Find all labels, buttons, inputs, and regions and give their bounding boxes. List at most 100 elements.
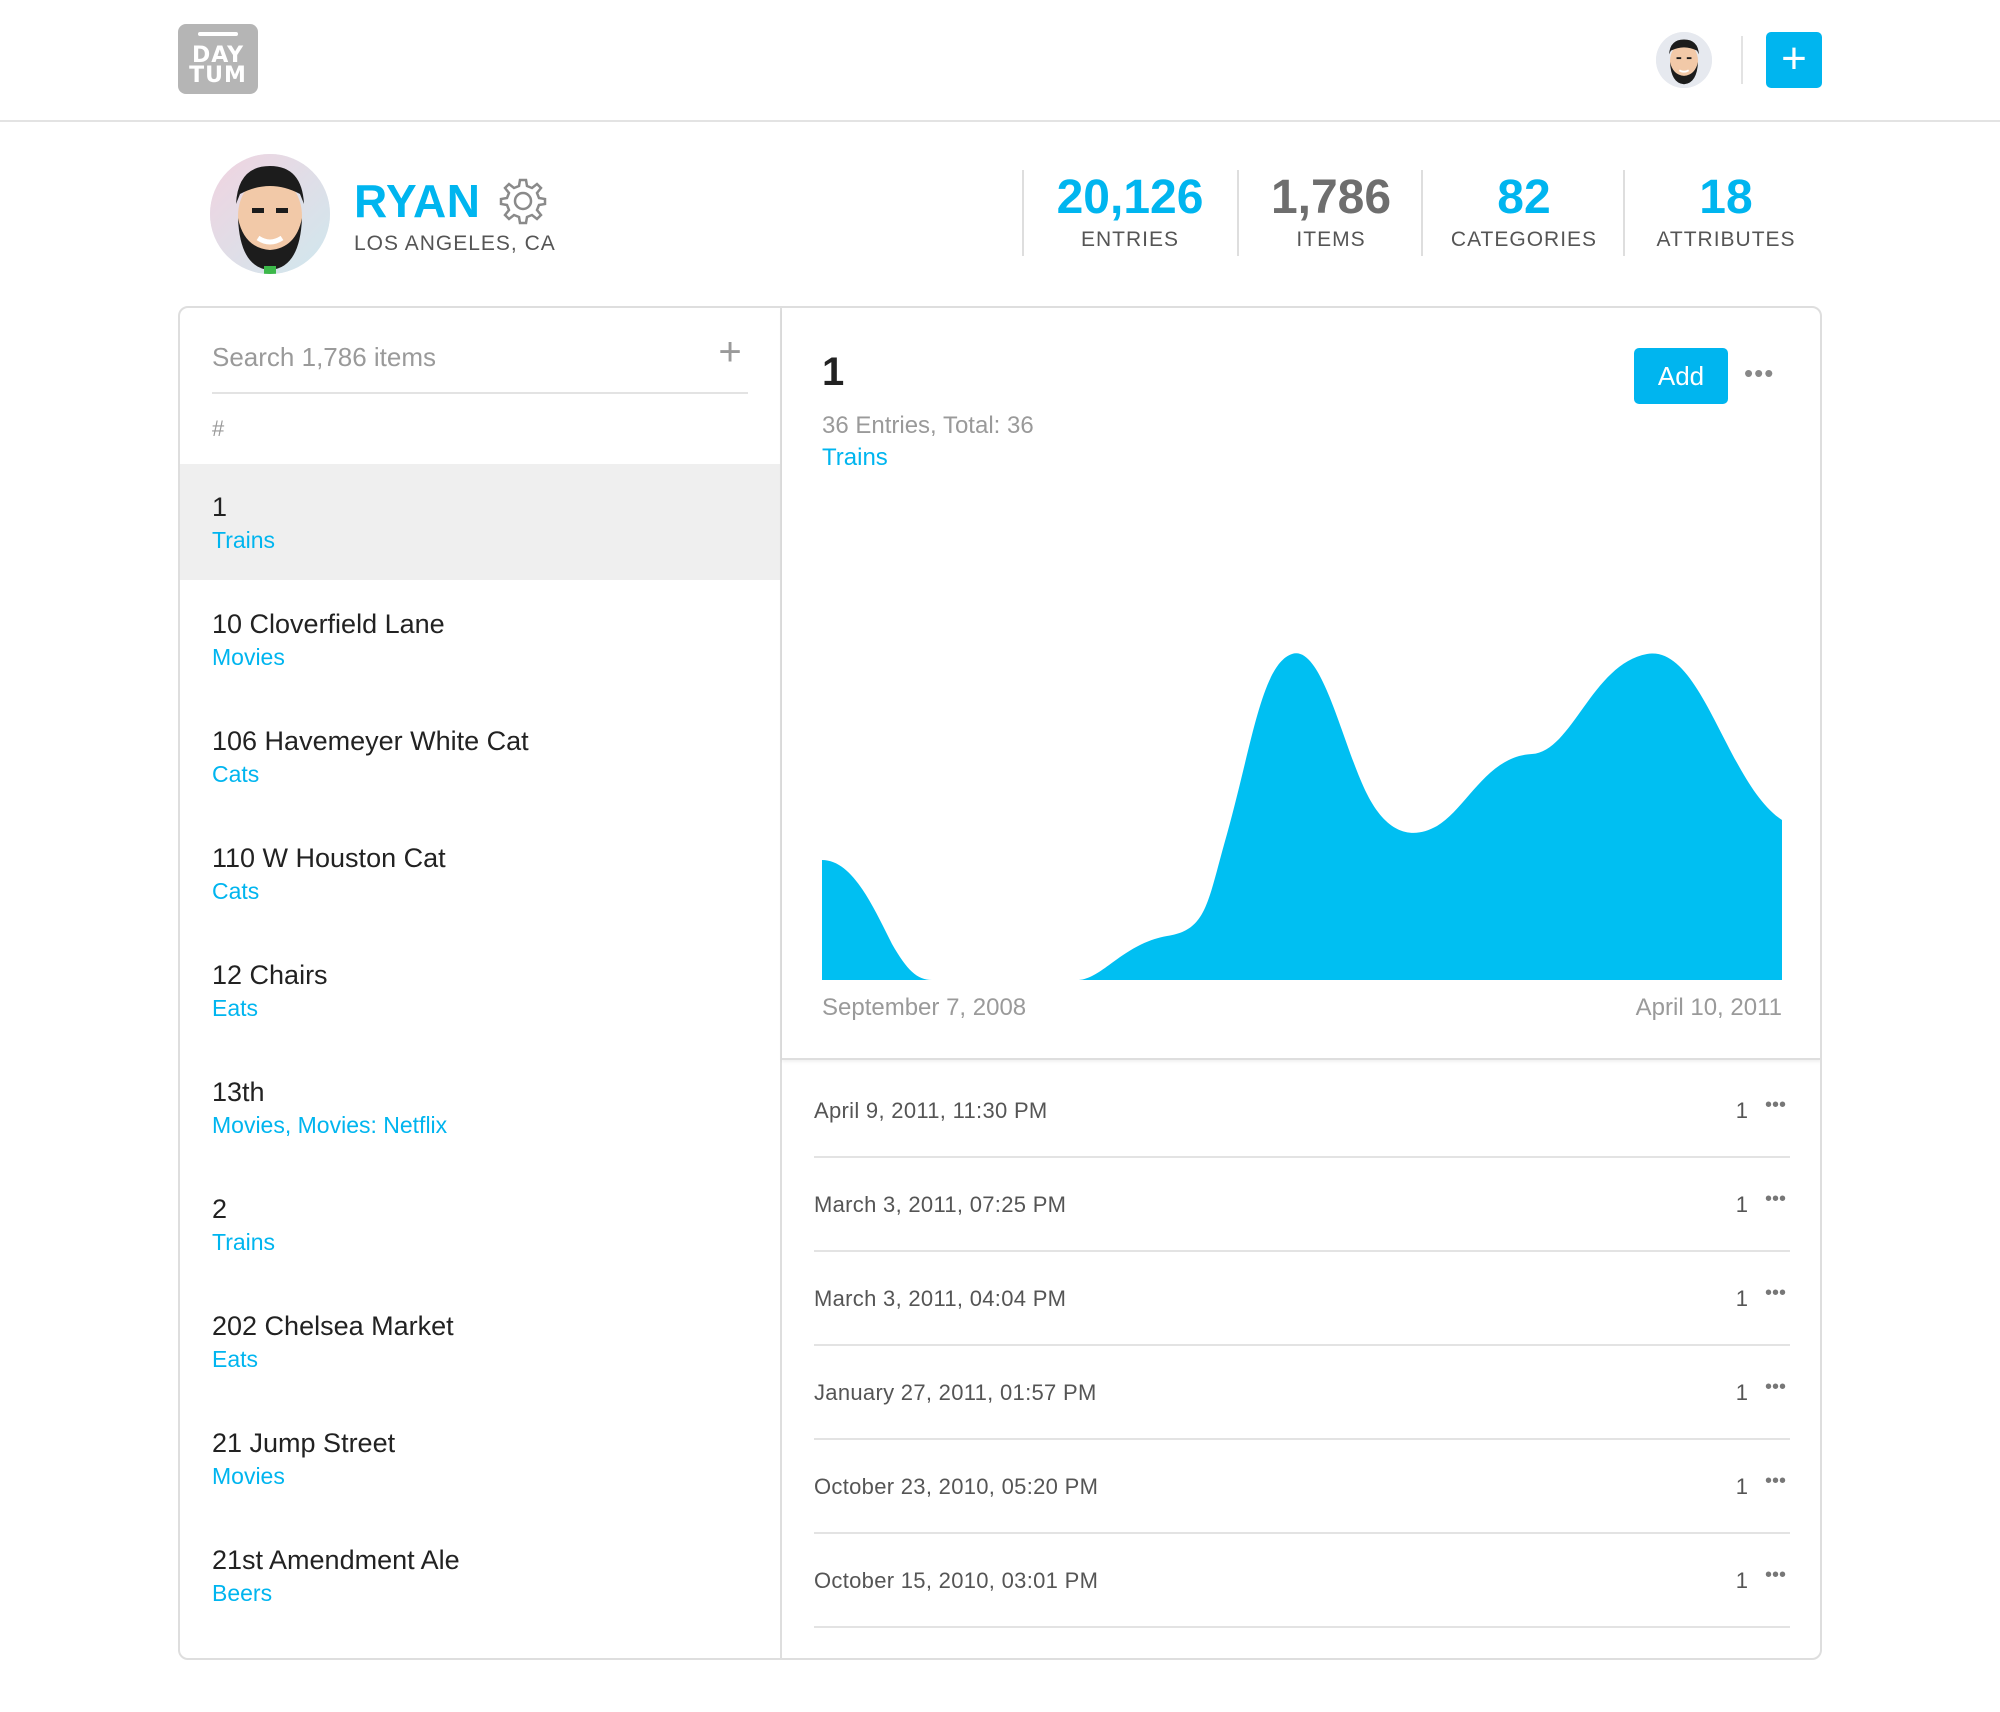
- entry-value: 1: [1735, 1474, 1748, 1499]
- stat-divider: [1421, 170, 1423, 256]
- list-item[interactable]: 110 W Houston Cat Cats: [180, 815, 780, 931]
- entry-value: 1: [1735, 1568, 1748, 1593]
- settings-gear-icon[interactable]: [498, 176, 548, 226]
- entry-row[interactable]: March 3, 2011, 07:25 PM 1 •••: [814, 1158, 1790, 1252]
- item-detail: 1 36 Entries, Total: 36 Trains Add ••• S…: [782, 308, 1820, 1658]
- stat-value: 18: [1699, 171, 1753, 224]
- list-item-category[interactable]: Movies: [212, 1463, 285, 1489]
- search-input[interactable]: [212, 332, 692, 382]
- entry-more-icon[interactable]: •••: [1764, 1282, 1786, 1304]
- logo-bar: [198, 32, 238, 36]
- list-item[interactable]: 13th Movies, Movies: Netflix: [180, 1049, 780, 1165]
- entry-date: January 27, 2011, 01:57 PM: [814, 1380, 1097, 1405]
- list-item-category[interactable]: Trains: [212, 1229, 276, 1255]
- stat-label: CATEGORIES: [1450, 228, 1598, 251]
- stat-label: ATTRIBUTES: [1656, 228, 1796, 251]
- top-bar: DAY TUM +: [0, 0, 2000, 122]
- entry-row[interactable]: October 15, 2010, 03:01 PM 1 •••: [814, 1534, 1790, 1628]
- entry-value: 1: [1735, 1286, 1748, 1311]
- stat-value: 82: [1497, 171, 1551, 224]
- list-item-title: 2: [212, 1194, 228, 1224]
- profile-face-icon: [210, 154, 330, 274]
- list-item[interactable]: 21st Amendment Ale Beers: [180, 1517, 780, 1633]
- stat-divider: [1022, 170, 1024, 256]
- daytum-logo[interactable]: DAY TUM: [178, 24, 258, 94]
- entry-more-icon[interactable]: •••: [1764, 1094, 1786, 1116]
- list-item-title: 12 Chairs: [212, 960, 328, 990]
- chart-area-path: [822, 653, 1782, 980]
- entry-row[interactable]: January 27, 2011, 01:57 PM 1 •••: [814, 1346, 1790, 1440]
- stat-value: 20,126: [1056, 171, 1204, 224]
- item-list-sidebar: + # 1 Trains 10 Cloverfield Lane Movies …: [180, 308, 782, 1658]
- entries-area-chart-shape: [822, 653, 1782, 980]
- stat-divider: [1237, 170, 1239, 256]
- entry-value: 1: [1735, 1098, 1748, 1123]
- list-item-title: 13th: [212, 1077, 265, 1107]
- list-item[interactable]: 2 Trains: [180, 1166, 780, 1282]
- section-header: #: [212, 416, 225, 441]
- stat-items: 1,786 ITEMS: [1256, 170, 1406, 252]
- profile-location: LOS ANGELES, CA: [354, 232, 556, 255]
- add-button[interactable]: Add: [1634, 348, 1728, 404]
- add-item-icon[interactable]: +: [718, 330, 742, 374]
- profile-avatar: [210, 154, 330, 274]
- entry-row[interactable]: October 23, 2010, 05:20 PM 1 •••: [814, 1440, 1790, 1534]
- list-item[interactable]: 202 Chelsea Market Eats: [180, 1283, 780, 1399]
- entry-value: 1: [1735, 1380, 1748, 1405]
- entry-more-icon[interactable]: •••: [1764, 1470, 1786, 1492]
- list-item-title: 110 W Houston Cat: [212, 843, 446, 873]
- stat-value: 1,786: [1270, 171, 1392, 224]
- list-item-category[interactable]: Trains: [212, 527, 276, 553]
- item-chart-card: 1 36 Entries, Total: 36 Trains Add ••• S…: [782, 308, 1820, 1060]
- item-detail-category[interactable]: Trains: [822, 444, 888, 471]
- entry-row[interactable]: March 3, 2011, 04:04 PM 1 •••: [814, 1252, 1790, 1346]
- entry-row[interactable]: April 9, 2011, 11:30 PM 1 •••: [814, 1064, 1790, 1158]
- list-item-title: 21 Jump Street: [212, 1428, 396, 1458]
- stat-entries: 20,126 ENTRIES: [1044, 170, 1216, 252]
- entry-date: March 3, 2011, 04:04 PM: [814, 1286, 1067, 1311]
- list-item[interactable]: 21 Jump Street Movies: [180, 1400, 780, 1516]
- list-item-title: 1: [212, 492, 228, 522]
- list-item[interactable]: 10 Cloverfield Lane Movies: [180, 581, 780, 697]
- entry-value: 1: [1735, 1192, 1748, 1217]
- list-item-category[interactable]: Movies: [212, 644, 285, 670]
- list-item-category[interactable]: Eats: [212, 995, 259, 1021]
- list-item-title: 21st Amendment Ale: [212, 1545, 460, 1575]
- list-item-category[interactable]: Beers: [212, 1580, 273, 1606]
- list-item[interactable]: 106 Havemeyer White Cat Cats: [180, 698, 780, 814]
- stat-divider: [1623, 170, 1625, 256]
- more-options-icon[interactable]: •••: [1744, 358, 1775, 388]
- entry-more-icon[interactable]: •••: [1764, 1188, 1786, 1210]
- header-divider: [1741, 36, 1743, 84]
- stat-label: ITEMS: [1296, 228, 1366, 251]
- entry-date: March 3, 2011, 07:25 PM: [814, 1192, 1067, 1217]
- chart-start-date: September 7, 2008: [822, 994, 1027, 1021]
- list-item-category[interactable]: Eats: [212, 1346, 259, 1372]
- list-item-title: 106 Havemeyer White Cat: [212, 726, 529, 756]
- entry-more-icon[interactable]: •••: [1764, 1376, 1786, 1398]
- list-item-category[interactable]: Movies, Movies: Netflix: [212, 1112, 448, 1138]
- stat-attributes: 18 ATTRIBUTES: [1646, 170, 1806, 252]
- list-item-category[interactable]: Cats: [212, 761, 260, 787]
- add-entry-button[interactable]: +: [1766, 32, 1822, 88]
- stat-categories: 82 CATEGORIES: [1444, 170, 1604, 252]
- entry-date: April 9, 2011, 11:30 PM: [814, 1098, 1048, 1123]
- list-item[interactable]: 1 Trains: [180, 464, 780, 580]
- logo-line-2: TUM: [189, 63, 247, 88]
- main-panel: + # 1 Trains 10 Cloverfield Lane Movies …: [178, 306, 1822, 1660]
- profile-name: RYAN: [354, 175, 481, 227]
- entry-date: October 23, 2010, 05:20 PM: [814, 1474, 1099, 1499]
- list-item-title: 10 Cloverfield Lane: [212, 609, 445, 639]
- item-detail-title: 1: [822, 350, 845, 394]
- search-bar: +: [212, 332, 748, 394]
- avatar-face-icon: [1656, 32, 1712, 88]
- user-avatar[interactable]: [1656, 32, 1712, 88]
- chart-end-date: April 10, 2011: [1635, 994, 1782, 1021]
- item-detail-meta: 36 Entries, Total: 36: [822, 412, 1034, 439]
- list-item-title: 202 Chelsea Market: [212, 1311, 454, 1341]
- stat-label: ENTRIES: [1080, 228, 1179, 251]
- list-item-category[interactable]: Cats: [212, 878, 260, 904]
- list-item[interactable]: 12 Chairs Eats: [180, 932, 780, 1048]
- logo-line-1: DAY: [191, 43, 245, 68]
- entry-more-icon[interactable]: •••: [1764, 1564, 1786, 1586]
